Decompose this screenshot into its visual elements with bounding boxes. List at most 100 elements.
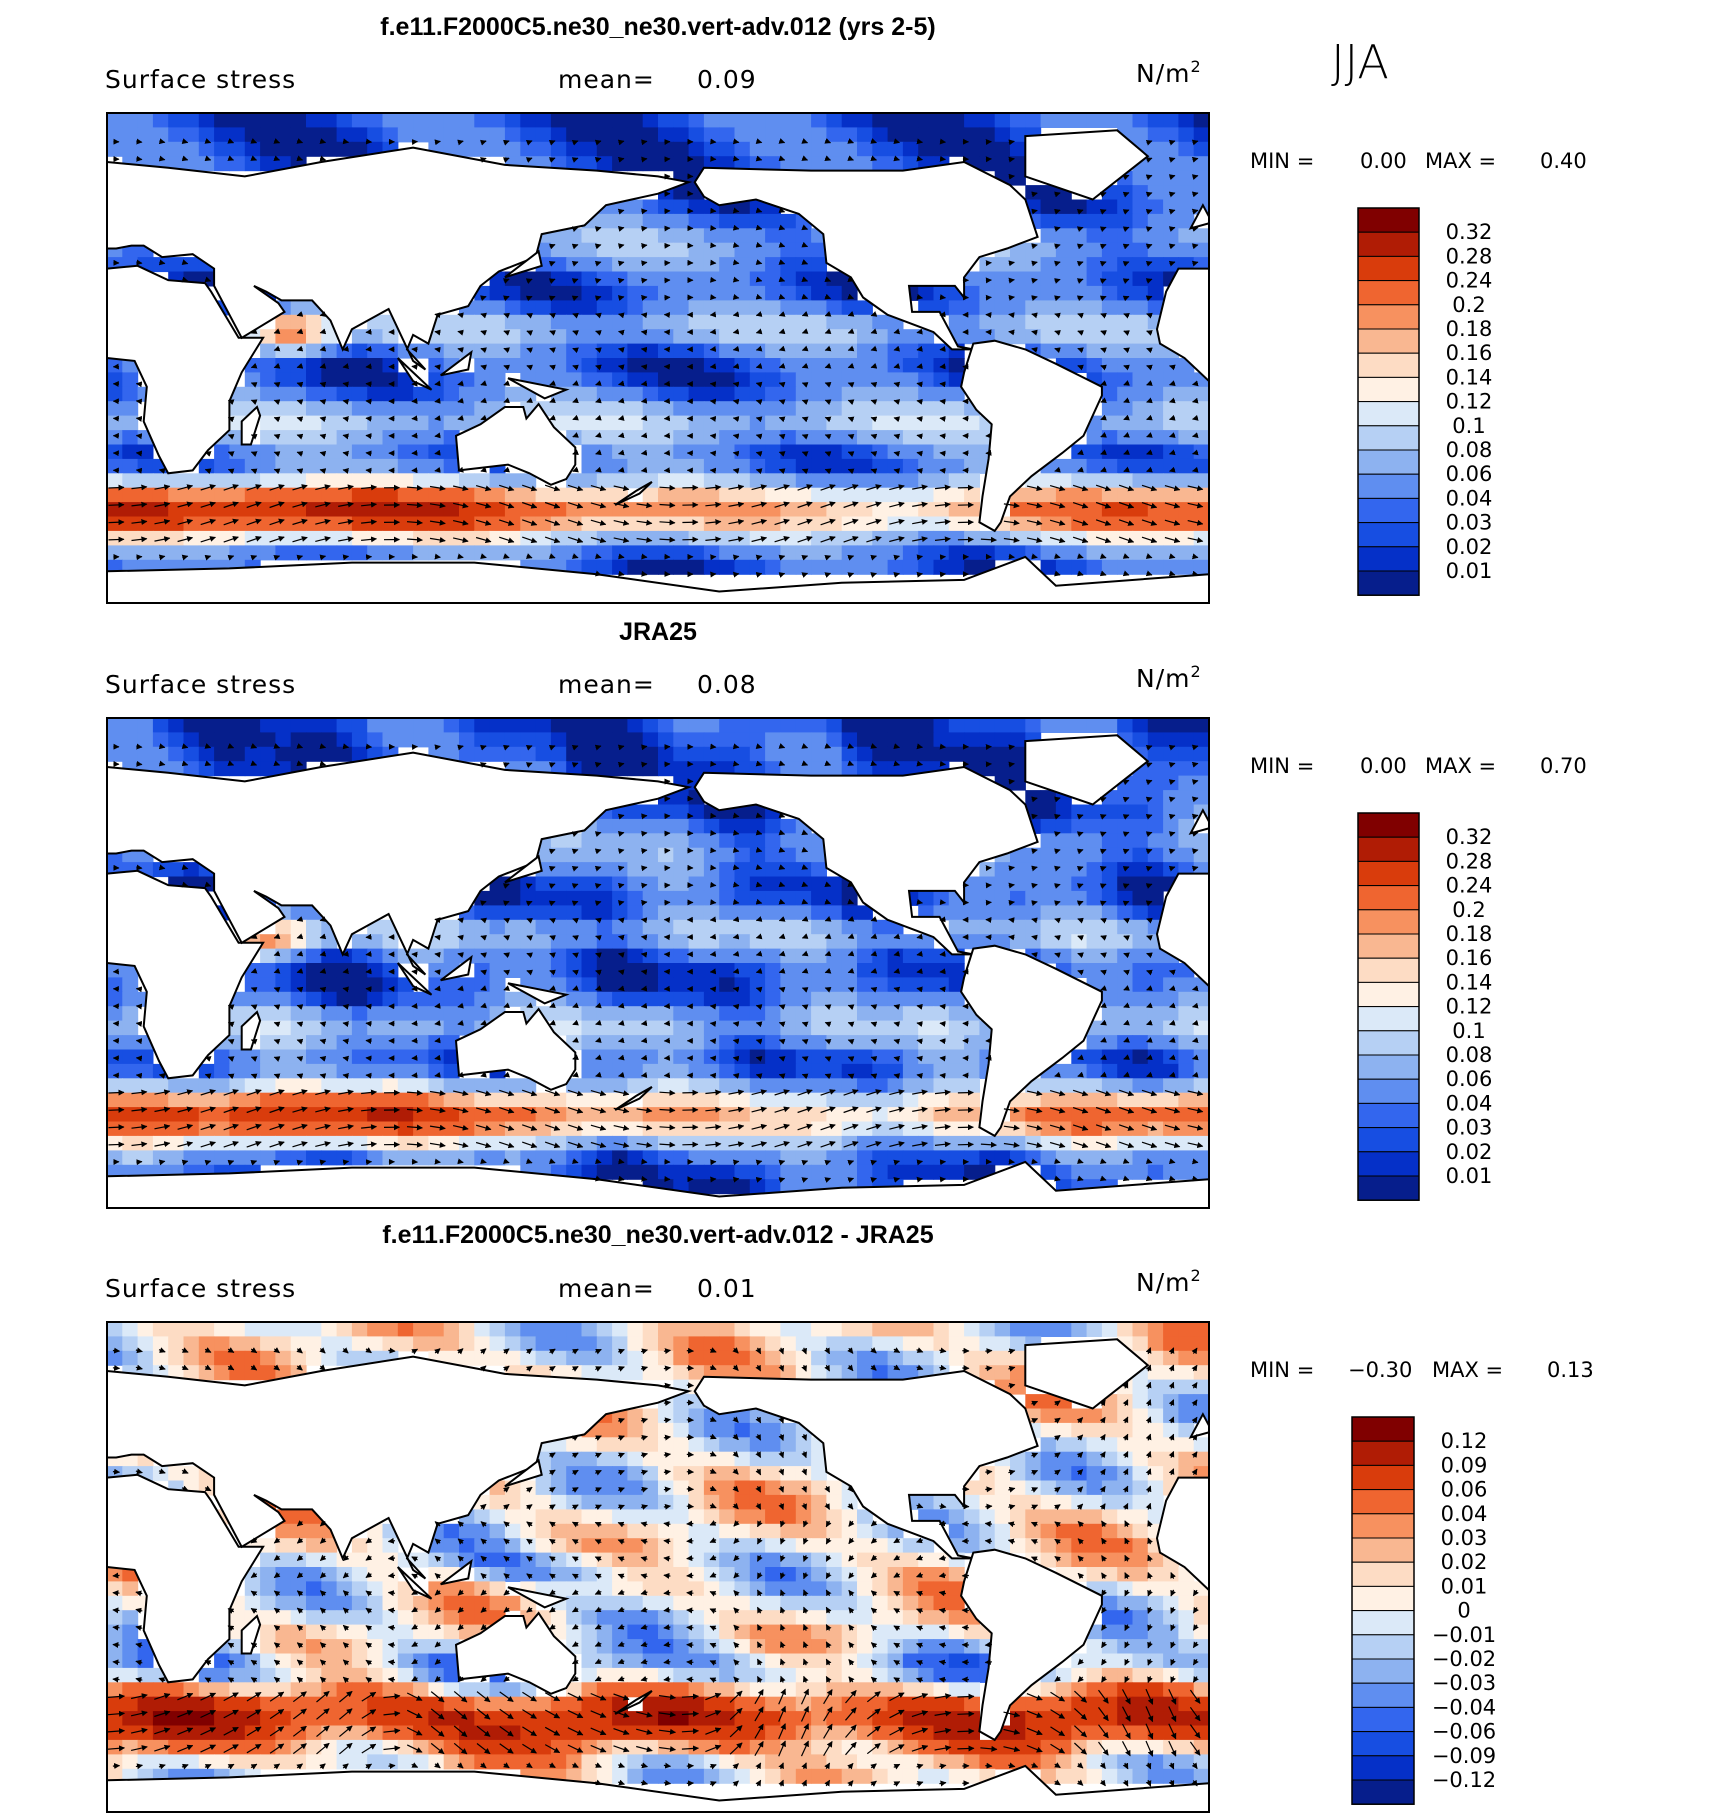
stress-vector	[801, 311, 809, 317]
variable-label: Surface stress	[105, 1274, 296, 1303]
stress-vector	[108, 1141, 125, 1148]
stress-vector	[1123, 466, 1130, 473]
stress-vector	[939, 760, 946, 767]
stress-vector	[319, 328, 327, 335]
stress-vector	[548, 157, 556, 163]
stress-vector	[387, 1659, 396, 1666]
panel-model: f.e11.F2000C5.ne30_ne30.vert-adv.012 (yr…	[105, 13, 1587, 604]
stress-vector	[985, 1486, 993, 1493]
stress-vector	[893, 328, 901, 335]
stress-vector	[801, 433, 809, 440]
stress-vector	[824, 276, 832, 283]
stress-vector	[296, 381, 304, 388]
stress-vector	[640, 329, 648, 336]
stress-vector	[1191, 243, 1199, 250]
stress-vector	[1100, 397, 1107, 404]
colorbar: 0.120.090.060.040.030.020.010−0.01−0.02−…	[1351, 1416, 1496, 1805]
stress-vector	[709, 328, 717, 335]
stress-vector	[641, 260, 648, 267]
stress-vector	[1031, 277, 1038, 284]
colorbar-box	[1351, 1610, 1415, 1636]
stress-vector	[640, 364, 648, 371]
stress-vector	[847, 345, 855, 352]
stress-vector	[549, 397, 556, 404]
stress-vector	[296, 362, 304, 369]
stress-vector	[870, 362, 878, 369]
stress-vector	[1191, 139, 1199, 146]
panel-title: JRA25	[619, 618, 697, 646]
stress-vector	[824, 155, 832, 161]
min-label: MIN =	[1250, 149, 1314, 173]
stress-vector	[640, 467, 648, 473]
stress-vector	[480, 295, 487, 302]
stress-vector	[112, 1624, 120, 1631]
stress-vector	[1077, 330, 1084, 336]
stress-vector	[112, 1347, 121, 1354]
stress-vector	[292, 484, 308, 491]
stress-vector	[204, 155, 212, 162]
stress-vector	[870, 433, 878, 440]
stress-vector	[870, 345, 878, 352]
min-value: 0.00	[1360, 754, 1407, 778]
stress-vector	[1169, 466, 1176, 473]
stress-vector	[319, 433, 327, 440]
stress-vector	[686, 1590, 694, 1597]
land-mask	[107, 129, 1209, 603]
colorbar-tick-label: 0.28	[1446, 244, 1493, 268]
colorbar-box	[1357, 812, 1420, 838]
stress-vector	[709, 1003, 717, 1010]
stress-vector	[1145, 139, 1153, 146]
stress-vector	[801, 382, 809, 388]
stress-vector	[135, 1003, 143, 1010]
stress-vector	[709, 933, 717, 940]
stress-vector	[227, 433, 235, 440]
stress-vector	[342, 450, 349, 457]
stress-vector	[778, 468, 786, 475]
stress-vector	[342, 416, 349, 423]
stress-vector	[571, 226, 579, 233]
stress-vector	[1191, 156, 1199, 163]
stress-vector	[365, 346, 372, 352]
colorbar-box	[1357, 1127, 1420, 1153]
stress-vector	[916, 416, 923, 423]
stress-vector	[641, 294, 648, 301]
stress-vector	[319, 155, 327, 162]
stress-vector	[296, 328, 304, 335]
stress-vector	[1076, 295, 1084, 302]
stress-vector	[273, 382, 281, 388]
colorbar-box	[1357, 1078, 1420, 1104]
colorbar-tick-label: −0.01	[1432, 1623, 1496, 1647]
colorbar-box	[1351, 1779, 1415, 1805]
stress-vector	[1122, 295, 1130, 302]
colorbar-tick-label: 0	[1457, 1599, 1470, 1623]
stress-vector	[1100, 466, 1107, 473]
stress-vector	[710, 899, 717, 906]
stress-vector	[1192, 380, 1199, 387]
stress-vector	[1168, 157, 1176, 163]
stress-vector	[296, 468, 304, 475]
stress-vector	[801, 328, 809, 334]
stress-vector	[296, 433, 304, 440]
stress-vector	[387, 1642, 396, 1649]
stress-vector	[709, 968, 717, 975]
stress-vector	[709, 381, 717, 388]
stress-vector	[824, 416, 832, 423]
stress-vector	[136, 259, 143, 266]
stress-vector	[847, 311, 855, 317]
stress-vector	[227, 468, 235, 475]
stress-vector	[387, 1624, 396, 1631]
stress-vector	[365, 450, 372, 457]
stress-vector	[131, 484, 148, 491]
stress-vector	[411, 398, 418, 404]
stress-vector	[1077, 466, 1084, 473]
stress-vector	[778, 224, 786, 231]
stress-vector	[434, 466, 441, 473]
stress-vector	[824, 311, 832, 317]
stress-vector	[801, 399, 809, 405]
stress-vector	[457, 380, 464, 387]
stress-vector	[595, 466, 602, 473]
stress-vector	[1123, 330, 1130, 336]
stress-vector	[1031, 208, 1038, 215]
stress-vector	[1008, 156, 1015, 163]
stress-vector	[296, 311, 304, 317]
